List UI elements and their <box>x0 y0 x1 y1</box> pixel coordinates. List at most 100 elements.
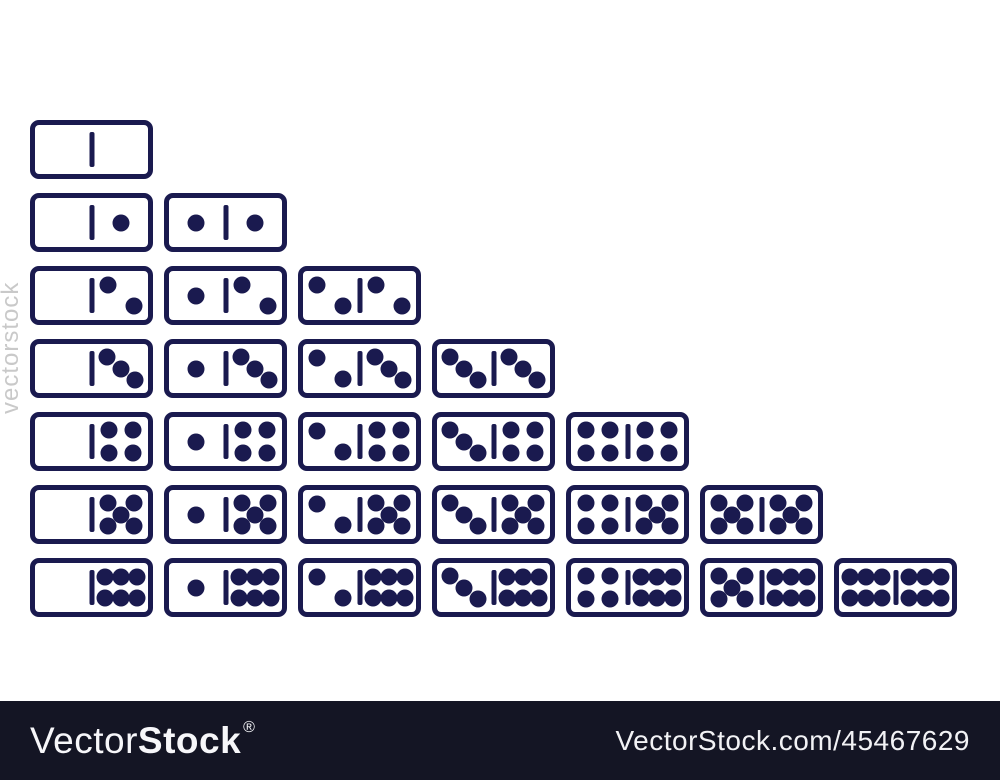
pip <box>96 568 114 586</box>
domino-half-left <box>169 344 223 393</box>
pip <box>246 568 264 586</box>
pip <box>601 517 619 535</box>
pip <box>769 517 787 535</box>
pip <box>100 421 118 439</box>
pip <box>124 444 142 462</box>
pip <box>664 568 682 586</box>
domino-half-right <box>94 490 148 539</box>
domino-divider <box>759 570 764 605</box>
pip <box>308 276 326 294</box>
domino-divider <box>223 351 228 386</box>
domino-2-3 <box>298 339 421 398</box>
pip <box>380 506 398 523</box>
domino-half-left <box>303 271 357 320</box>
pip <box>577 494 595 512</box>
pip <box>455 506 473 523</box>
pip <box>124 421 142 439</box>
domino-divider <box>89 351 94 386</box>
pip <box>230 589 248 607</box>
pip <box>233 494 251 512</box>
pip <box>660 421 678 439</box>
pip <box>766 589 784 607</box>
domino-divider <box>491 570 496 605</box>
pip <box>723 579 741 596</box>
pip <box>380 360 398 377</box>
pip <box>798 589 816 607</box>
domino-half-left <box>437 563 491 612</box>
domino-half-left <box>437 490 491 539</box>
pip <box>441 494 459 512</box>
pip <box>234 421 252 439</box>
pip <box>246 506 264 523</box>
domino-half-right <box>362 417 416 466</box>
pip <box>128 568 146 586</box>
pip <box>112 214 130 231</box>
domino-half-left <box>571 417 625 466</box>
pip <box>514 568 532 586</box>
pip <box>601 444 619 462</box>
domino-half-right <box>630 417 684 466</box>
pip <box>232 348 250 366</box>
pip <box>526 421 544 439</box>
pip <box>782 568 800 586</box>
domino-2-2 <box>298 266 421 325</box>
pip <box>514 506 532 523</box>
domino-5-5 <box>700 485 823 544</box>
pip <box>260 371 278 389</box>
pip <box>635 517 653 535</box>
domino-3-3 <box>432 339 555 398</box>
domino-1-5 <box>164 485 287 544</box>
domino-1-6 <box>164 558 287 617</box>
domino-divider <box>357 424 362 459</box>
pip <box>246 589 264 607</box>
pip <box>234 444 252 462</box>
domino-divider <box>223 497 228 532</box>
domino-half-left <box>571 490 625 539</box>
domino-1-1 <box>164 193 287 252</box>
domino-divider <box>89 278 94 313</box>
domino-half-left <box>571 563 625 612</box>
pip <box>380 568 398 586</box>
pip <box>308 422 326 440</box>
domino-divider <box>893 570 898 605</box>
domino-1-2 <box>164 266 287 325</box>
pip <box>577 567 595 585</box>
pip <box>661 494 679 512</box>
domino-half-left <box>169 271 223 320</box>
domino-3-5 <box>432 485 555 544</box>
pip <box>393 297 411 315</box>
pip <box>187 287 205 304</box>
domino-divider <box>491 497 496 532</box>
pip <box>660 444 678 462</box>
pip <box>710 494 728 512</box>
pip <box>396 589 414 607</box>
pip <box>394 371 412 389</box>
pip <box>736 590 754 608</box>
domino-4-5 <box>566 485 689 544</box>
domino-half-left <box>35 344 89 393</box>
domino-half-right <box>898 563 952 612</box>
pip <box>364 589 382 607</box>
pip <box>798 568 816 586</box>
pip <box>636 444 654 462</box>
domino-half-right <box>228 417 282 466</box>
domino-0-2 <box>30 266 153 325</box>
domino-5-6 <box>700 558 823 617</box>
pip <box>528 371 546 389</box>
pip <box>636 421 654 439</box>
pip <box>736 494 754 512</box>
pip <box>900 568 918 586</box>
domino-divider <box>223 424 228 459</box>
domino-half-left <box>303 563 357 612</box>
domino-half-left <box>839 563 893 612</box>
pip <box>664 589 682 607</box>
domino-half-left <box>303 344 357 393</box>
pip <box>916 568 934 586</box>
domino-divider <box>89 205 94 240</box>
pip <box>710 590 728 608</box>
pip <box>527 517 545 535</box>
pip <box>258 444 276 462</box>
domino-divider <box>223 205 228 240</box>
domino-half-left <box>35 198 89 247</box>
domino-half-left <box>705 490 759 539</box>
